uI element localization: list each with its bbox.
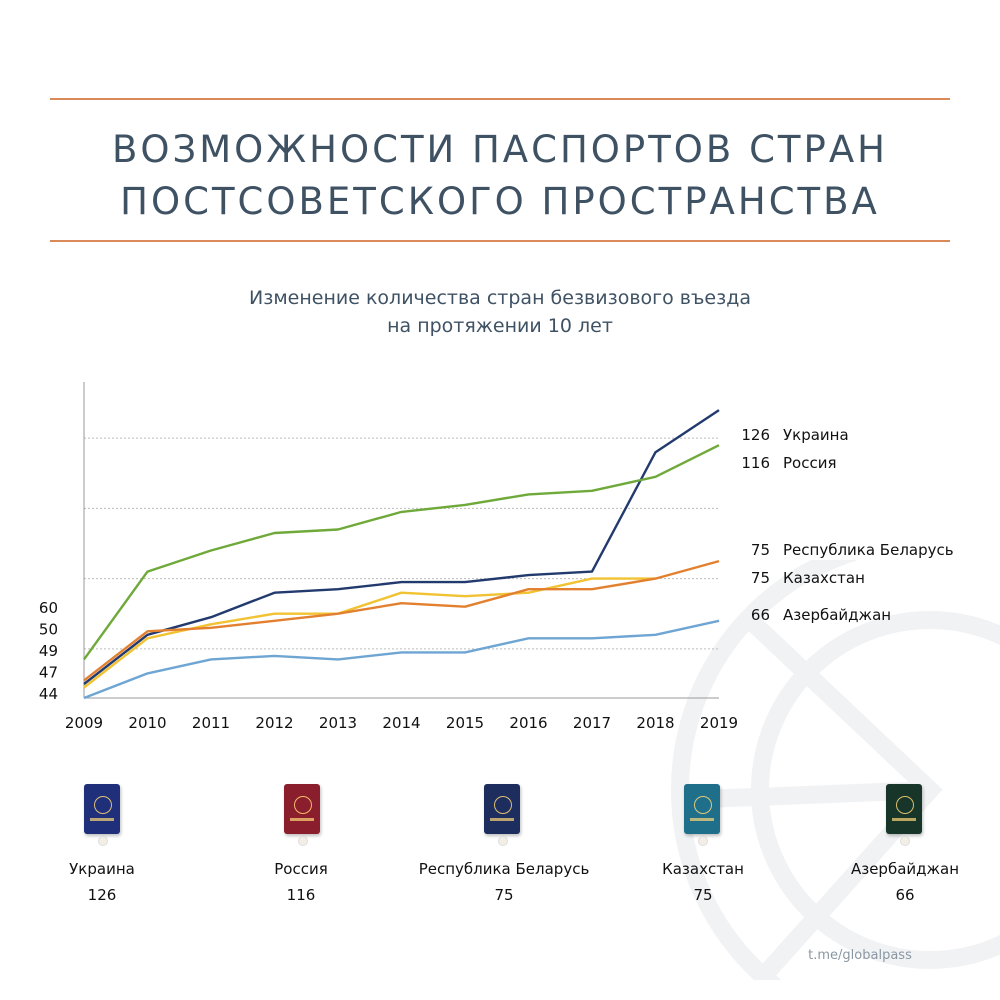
start-value-label: 60 xyxy=(39,599,58,617)
passport-russia-icon xyxy=(284,784,320,846)
passport-belarus-icon xyxy=(484,784,520,846)
page-title: ВОЗМОЖНОСТИ ПАСПОРТОВ СТРАН ПОСТСОВЕТСКО… xyxy=(0,124,1000,228)
subtitle-line-1: Изменение количества стран безвизового в… xyxy=(249,287,751,309)
passport-band xyxy=(290,818,314,821)
country-value-kazakhstan: 75 xyxy=(693,886,713,904)
passport-azerbaijan-icon xyxy=(886,784,922,846)
footer-link[interactable]: t.me/globalpass xyxy=(808,948,912,963)
passport-band xyxy=(90,818,114,821)
passport-kazakhstan-icon xyxy=(684,784,720,846)
title-line-2: ПОСТСОВЕТСКОГО ПРОСТРАНСТВА xyxy=(120,180,880,223)
series-name-label: Азербайджан xyxy=(783,606,891,624)
x-tick-label: 2009 xyxy=(65,714,103,732)
country-name-belarus: Республика Беларусь xyxy=(418,860,590,878)
country-name-azerbaijan: Азербайджан xyxy=(850,860,960,878)
series-name-label: Казахстан xyxy=(783,569,865,587)
chip-icon xyxy=(698,836,708,846)
start-value-label: 50 xyxy=(39,621,58,639)
start-value-label: 44 xyxy=(39,685,58,703)
end-value-label: 126 xyxy=(741,426,770,444)
line-chart: 2009 2010 2011 2012 2013 2014 2015 2016 2017 2018… xyxy=(39,382,954,732)
series-line-1 xyxy=(83,444,720,661)
series-name-label: Украина xyxy=(783,426,849,444)
end-value-label: 75 xyxy=(751,541,770,559)
series-name-label: Россия xyxy=(783,454,837,472)
series-line-4 xyxy=(83,619,720,700)
chip-icon xyxy=(498,836,508,846)
coat-of-arms-icon xyxy=(294,796,312,814)
country-name-kazakhstan: Казахстан xyxy=(662,860,744,878)
start-value-label: 49 xyxy=(39,642,58,660)
country-value-azerbaijan: 66 xyxy=(895,886,915,904)
country-value-russia: 116 xyxy=(286,886,316,904)
series-line-2 xyxy=(83,577,656,689)
x-tick-label: 2015 xyxy=(446,714,484,732)
country-value-belarus: 75 xyxy=(494,886,514,904)
coat-of-arms-icon xyxy=(494,796,512,814)
x-tick-label: 2011 xyxy=(192,714,230,732)
passport-band xyxy=(690,818,714,821)
subtitle-line-2: на протяжении 10 лет xyxy=(387,315,613,337)
x-tick-label: 2016 xyxy=(509,714,547,732)
x-tick-label: 2019 xyxy=(700,714,738,732)
country-name-russia: Россия xyxy=(274,860,328,878)
series-line-0 xyxy=(83,409,720,685)
passport-ukraine-icon xyxy=(84,784,120,846)
passport-band xyxy=(490,818,514,821)
bottom-divider xyxy=(50,240,950,242)
x-tick-label: 2012 xyxy=(255,714,293,732)
end-value-label: 66 xyxy=(751,606,770,624)
coat-of-arms-icon xyxy=(94,796,112,814)
x-tick-label: 2018 xyxy=(636,714,674,732)
top-divider xyxy=(50,98,950,100)
chart-subtitle: Изменение количества стран безвизового в… xyxy=(0,284,1000,340)
chip-icon xyxy=(98,836,108,846)
coat-of-arms-icon xyxy=(694,796,712,814)
x-tick-label: 2010 xyxy=(128,714,166,732)
x-tick-label: 2014 xyxy=(382,714,420,732)
x-tick-label: 2013 xyxy=(319,714,357,732)
series-line-3 xyxy=(83,559,720,682)
end-value-label: 116 xyxy=(741,454,770,472)
x-tick-label: 2017 xyxy=(573,714,611,732)
chip-icon xyxy=(900,836,910,846)
start-value-label: 47 xyxy=(39,664,58,682)
chip-icon xyxy=(298,836,308,846)
passport-band xyxy=(892,818,916,821)
end-value-label: 75 xyxy=(751,569,770,587)
country-value-ukraine: 126 xyxy=(87,886,117,904)
title-line-1: ВОЗМОЖНОСТИ ПАСПОРТОВ СТРАН xyxy=(112,128,888,171)
series-name-label: Республика Беларусь xyxy=(783,541,954,559)
country-name-ukraine: Украина xyxy=(69,860,135,878)
coat-of-arms-icon xyxy=(896,796,914,814)
